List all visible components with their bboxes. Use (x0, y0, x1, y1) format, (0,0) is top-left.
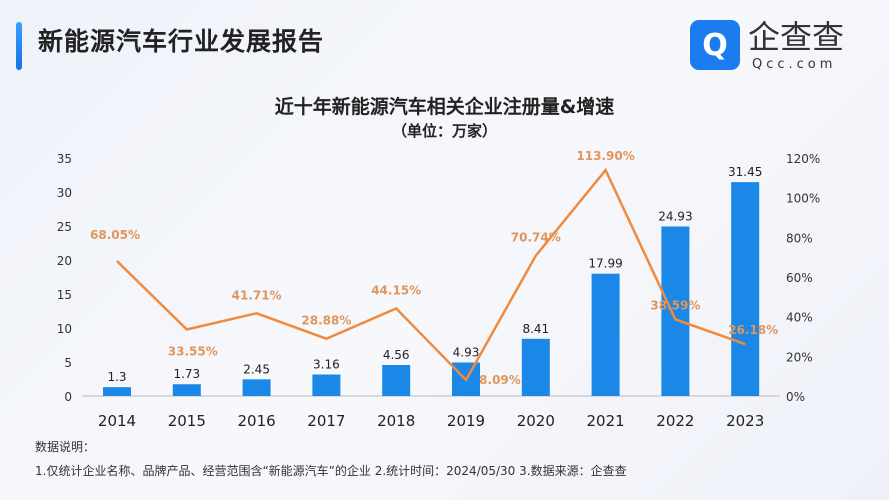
growth-label: 70.74% (511, 231, 561, 245)
y2-tick-label: 40% (786, 311, 813, 325)
y2-tick-label: 0% (786, 390, 805, 404)
notes-text: 1.仅统计企业名称、品牌产品、经营范围含“新能源汽车”的企业 2.统计时间：20… (35, 464, 627, 478)
x-tick-label: 2014 (98, 412, 136, 430)
chart-subtitle: （单位：万家） (391, 122, 497, 140)
growth-label: 38.59% (650, 298, 700, 312)
qcc-logo-icon: Q (690, 20, 740, 70)
bar (661, 226, 690, 396)
bar-value-label: 2.45 (243, 362, 270, 376)
y-tick-label: 0 (64, 390, 72, 404)
bar (382, 364, 411, 396)
y2-tick-label: 20% (786, 350, 813, 364)
bar-value-label: 4.93 (453, 345, 480, 359)
y2-tick-label: 120% (786, 152, 820, 166)
bar (172, 384, 201, 396)
x-tick-label: 2022 (656, 412, 694, 430)
x-tick-label: 2016 (238, 412, 276, 430)
bar-value-label: 31.45 (728, 165, 762, 179)
bar-value-label: 4.56 (383, 348, 410, 362)
growth-line (116, 167, 746, 383)
bar-value-label: 17.99 (588, 257, 622, 271)
bar (242, 379, 271, 396)
y-tick-label: 10 (57, 322, 72, 336)
y-tick-label: 35 (57, 152, 72, 166)
y2-tick-label: 60% (786, 271, 813, 285)
bar-value-label: 8.41 (522, 322, 549, 336)
y-tick-label: 5 (64, 356, 72, 370)
x-tick-label: 2018 (377, 412, 415, 430)
growth-label: 113.90% (576, 149, 634, 163)
growth-label: 26.18% (728, 323, 778, 337)
growth-label: 44.15% (371, 283, 421, 297)
logo-subtext: Qcc.com (752, 57, 837, 72)
x-tick-label: 2015 (168, 412, 206, 430)
bar-value-label: 24.93 (658, 209, 692, 223)
bar-value-label: 3.16 (313, 358, 340, 372)
growth-label: 28.88% (301, 314, 351, 328)
y-tick-label: 20 (57, 254, 72, 268)
bar (103, 387, 131, 396)
x-tick-label: 2019 (447, 412, 485, 430)
y2-tick-label: 80% (786, 231, 813, 245)
bar-value-label: 1.3 (107, 370, 126, 384)
chart-title: 近十年新能源汽车相关企业注册量&增速 (274, 96, 615, 118)
growth-label: 68.05% (90, 228, 140, 242)
y-tick-label: 30 (57, 186, 72, 200)
y-tick-label: 15 (57, 288, 72, 302)
x-tick-label: 2017 (307, 412, 345, 430)
bar (312, 374, 341, 396)
x-tick-label: 2023 (726, 412, 764, 430)
title-accent-bar (16, 22, 22, 70)
notes-heading: 数据说明： (35, 440, 96, 454)
growth-label: 8.09% (479, 373, 521, 387)
page-title: 新能源汽车行业发展报告 (38, 27, 325, 56)
y-tick-label: 25 (57, 220, 72, 234)
bar-value-label: 1.73 (173, 367, 200, 381)
x-tick-label: 2020 (517, 412, 555, 430)
bar (521, 338, 550, 396)
x-tick-label: 2021 (587, 412, 625, 430)
growth-label: 41.71% (232, 288, 282, 302)
bar (591, 273, 620, 396)
y2-tick-label: 100% (786, 192, 820, 206)
bar (731, 182, 760, 396)
logo-text: 企查查 (748, 18, 845, 56)
growth-label: 33.55% (168, 344, 218, 358)
